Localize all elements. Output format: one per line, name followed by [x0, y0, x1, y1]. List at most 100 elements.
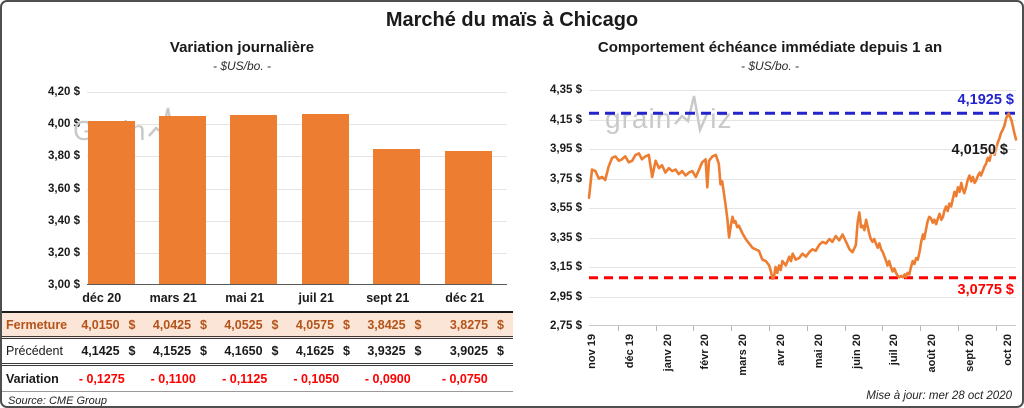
y-tick-label: 4,20 $ [48, 86, 80, 98]
y-tick-label: 3,55 $ [550, 202, 582, 214]
currency-symbol: $ [128, 344, 136, 358]
table-cell: 4,1425 $ [73, 344, 145, 358]
column-header: sept 21 [366, 291, 410, 305]
axis-tick [769, 326, 770, 331]
table-cell: 3,8425 $ [359, 318, 431, 332]
row-label: Précédent [6, 344, 63, 358]
gridline [87, 188, 507, 190]
axis-tick [806, 326, 808, 331]
zigzag-chart-icon [674, 95, 709, 134]
x-tick-label: oct 20 [1001, 334, 1014, 366]
gridline [87, 252, 507, 254]
table-cell: 3,9025 $ [431, 344, 514, 358]
table-row-variation: Variation - 0,1275 - 0,1100 - 0,1125 - 0,105… [2, 366, 513, 392]
cell-value: 4,1525 [152, 344, 192, 358]
gridline [87, 156, 507, 158]
y-tick-label: 3,95 $ [550, 143, 582, 155]
price-polyline [587, 112, 1018, 281]
cell-value: 3,8425 [367, 317, 406, 332]
table-cell: - 0,1100 [145, 372, 217, 386]
cell-value: 4,0525 [224, 317, 263, 332]
axis-tick [882, 326, 884, 331]
y-tick-label: 3,60 $ [48, 182, 80, 195]
gridline [589, 149, 1016, 150]
cell-value: 4,1625 [295, 344, 335, 358]
page-title: Marché du maïs à Chicago [385, 9, 639, 31]
annotation-52w-high: 4,1925 $ [957, 92, 1014, 109]
y-tick-label: 2,95 $ [550, 290, 582, 303]
x-tick-label: janv 20 [661, 334, 674, 372]
bar-sept 21 [373, 148, 421, 284]
table-cell: - 0,0900 [359, 372, 431, 386]
x-tick-label: déc 19 [623, 334, 636, 369]
bar-chart-title: Variation journalière [169, 39, 315, 56]
currency-symbol: $ [497, 344, 504, 358]
y-tick-label: 3,40 $ [48, 214, 80, 227]
currency-symbol: $ [200, 317, 207, 332]
annotation-52w-low: 3,0775 $ [957, 281, 1014, 298]
table-cell: - 0,1125 [216, 372, 288, 386]
watermark: grain iz [605, 92, 733, 134]
table-cell: - 0,1275 [73, 372, 145, 386]
x-tick-label: nov 19 [586, 334, 598, 369]
currency-symbol: $ [271, 317, 279, 332]
table-cell: 4,0575 $ [288, 318, 360, 332]
gridline [589, 296, 1016, 298]
currency-symbol: $ [343, 344, 350, 358]
gridline [87, 92, 507, 93]
y-tick-label: 3,20 $ [48, 246, 80, 259]
table-cell: 4,1650 $ [216, 344, 288, 358]
cell-value: 3,8275 [449, 317, 489, 332]
updated-note: Mise à jour: mer 28 oct 2020 [866, 390, 1012, 402]
annotation-last-price: 4,0150 $ [951, 142, 1008, 159]
cell-value: - 0,1275 [78, 371, 125, 386]
axis-tick [995, 326, 997, 331]
axis-tick [693, 326, 695, 331]
cell-value: 3,9325 [367, 344, 406, 358]
table-cell: 3,9325 $ [359, 344, 431, 358]
column-header: juil 21 [298, 291, 334, 305]
bar-juil 21 [301, 113, 349, 284]
axis-tick [844, 326, 846, 331]
cell-value: 4,0575 [295, 317, 335, 332]
bar-chart-subtitle: - $US/bo. - [212, 59, 272, 73]
bar-mars 21 [158, 116, 206, 284]
currency-symbol: $ [128, 317, 136, 332]
currency-symbol: $ [343, 317, 350, 332]
gridline [87, 124, 507, 126]
axis-tick [731, 326, 733, 331]
table-row-précédent: Précédent 4,1425 $4,1525 $4,1650 $4,1625 $3,9… [2, 339, 513, 366]
currency-symbol: $ [271, 344, 279, 358]
currency-symbol: $ [414, 317, 422, 332]
currency-symbol: $ [414, 344, 422, 358]
currency-symbol: $ [497, 317, 504, 332]
cell-value: - 0,1125 [222, 371, 268, 386]
cell-value: 4,1650 [224, 344, 263, 358]
x-tick-label: juil 20 [888, 334, 901, 366]
watermark-text: grain [605, 103, 673, 134]
axis-tick [655, 326, 657, 331]
y-tick-label: 4,35 $ [550, 84, 582, 96]
table-cell: 4,1625 $ [288, 344, 360, 358]
gridline [589, 267, 1016, 268]
y-tick-label: 3,00 $ [48, 279, 80, 291]
cell-value: - 0,0900 [364, 371, 411, 386]
gridline [589, 178, 1016, 180]
cell-value: - 0,1100 [150, 371, 196, 386]
table-cell: 3,8275 $ [431, 318, 514, 332]
column-header: déc 21 [445, 291, 485, 305]
cell-value: 4,0425 [152, 317, 192, 332]
y-tick-label: 3,35 $ [550, 231, 582, 244]
axis-tick [617, 326, 619, 331]
y-tick-label: 3,15 $ [550, 261, 582, 273]
table-row-fermeture: Fermeture 4,0150 $4,0425 $4,0525 $4,0575 $3,8… [2, 313, 513, 339]
bar-chart-plot-area: Grainiz [73, 92, 507, 285]
line-chart-subtitle: - $US/bo. - [740, 59, 800, 73]
y-tick-label: 4,00 $ [48, 118, 80, 131]
row-label: Fermeture [6, 317, 68, 332]
x-tick-label: mars 20 [737, 334, 750, 376]
column-header: déc 20 [82, 291, 122, 305]
cell-value: 4,1425 [81, 344, 120, 358]
cell-value: 3,9025 [449, 344, 489, 358]
table-cell: 4,0425 $ [145, 318, 217, 332]
